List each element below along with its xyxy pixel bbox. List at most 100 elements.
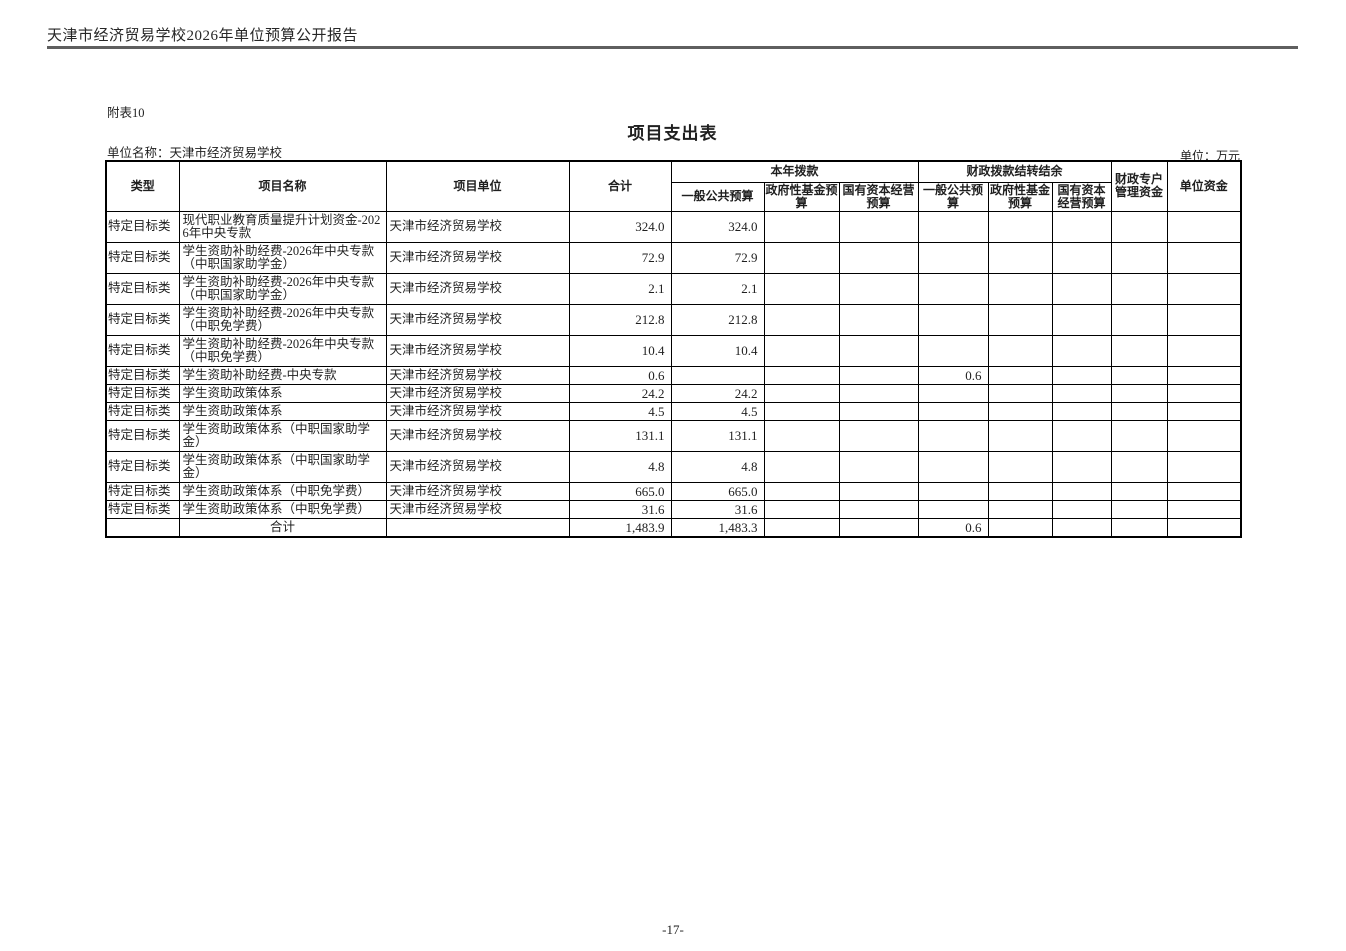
cell-total: 31.6 xyxy=(568,499,672,519)
cell-cy-statecap xyxy=(838,517,919,537)
cell-unit-funds xyxy=(1166,499,1242,519)
cell-co-govfund xyxy=(987,450,1053,483)
cell-unit: 天津市经济贸易学校 xyxy=(385,334,570,367)
cell-cy-statecap xyxy=(838,365,919,385)
cell-total: 4.5 xyxy=(568,401,672,421)
cell-name: 学生资助补助经费-2026年中央专款（中职免学费） xyxy=(178,334,387,367)
cell-cy-statecap xyxy=(838,334,919,367)
cell-name: 学生资助补助经费-中央专款 xyxy=(178,365,387,385)
col-header-unit-funds: 单位资金 xyxy=(1166,160,1242,212)
cell-type: 特定目标类 xyxy=(105,481,180,501)
cell-total: 1,483.9 xyxy=(568,517,672,537)
cell-unit-funds xyxy=(1166,517,1242,537)
cell-total: 665.0 xyxy=(568,481,672,501)
cell-unit: 天津市经济贸易学校 xyxy=(385,383,570,403)
cell-type: 特定目标类 xyxy=(105,303,180,336)
cell-co-statecap xyxy=(1051,401,1112,421)
col-header-cy-statecap-budget: 国有资本经营预算 xyxy=(838,181,919,212)
cell-cy-govfund xyxy=(763,210,840,243)
table-header-row-2: 一般公共预算 政府性基金预算 国有资本经营预算 一般公共预算 政府性基金预算 国… xyxy=(106,181,1241,212)
cell-total: 10.4 xyxy=(568,334,672,367)
cell-co-general: 0.6 xyxy=(917,365,989,385)
cell-co-general xyxy=(917,241,989,274)
cell-type: 特定目标类 xyxy=(105,450,180,483)
cell-unit-funds xyxy=(1166,365,1242,385)
cell-cy-statecap xyxy=(838,210,919,243)
cell-co-general xyxy=(917,210,989,243)
cell-co-statecap xyxy=(1051,499,1112,519)
cell-unit: 天津市经济贸易学校 xyxy=(385,481,570,501)
col-header-project-name: 项目名称 xyxy=(178,160,387,212)
cell-unit: 天津市经济贸易学校 xyxy=(385,499,570,519)
cell-special-account xyxy=(1110,365,1168,385)
cell-co-statecap xyxy=(1051,272,1112,305)
cell-name: 学生资助补助经费-2026年中央专款（中职国家助学金） xyxy=(178,241,387,274)
table-row: 特定目标类 学生资助补助经费-2026年中央专款（中职免学费） 天津市经济贸易学校 1… xyxy=(105,334,1242,367)
cell-cy-general: 2.1 xyxy=(670,272,765,305)
cell-co-govfund xyxy=(987,419,1053,452)
cell-cy-govfund xyxy=(763,481,840,501)
cell-unit-funds xyxy=(1166,481,1242,501)
cell-type: 特定目标类 xyxy=(105,241,180,274)
cell-cy-govfund xyxy=(763,241,840,274)
cell-cy-statecap xyxy=(838,450,919,483)
cell-unit-funds xyxy=(1166,383,1242,403)
table-row: 特定目标类 学生资助补助经费-中央专款 天津市经济贸易学校 0.6 0.6 xyxy=(105,365,1242,385)
col-header-project-unit: 项目单位 xyxy=(385,160,570,212)
cell-name: 合计 xyxy=(178,517,387,537)
cell-co-general xyxy=(917,334,989,367)
cell-unit: 天津市经济贸易学校 xyxy=(385,303,570,336)
col-header-co-general-budget: 一般公共预算 xyxy=(917,181,989,212)
project-expenditure-table: 类型 项目名称 项目单位 合计 本年拨款 财政拨款结转结余 财政专户管理资金 单… xyxy=(105,160,1243,538)
cell-unit: 天津市经济贸易学校 xyxy=(385,272,570,305)
cell-unit-funds xyxy=(1166,419,1242,452)
cell-unit: 天津市经济贸易学校 xyxy=(385,365,570,385)
cell-special-account xyxy=(1110,241,1168,274)
cell-cy-statecap xyxy=(838,401,919,421)
cell-total: 0.6 xyxy=(568,365,672,385)
cell-cy-govfund xyxy=(763,303,840,336)
cell-unit-funds xyxy=(1166,450,1242,483)
cell-cy-general: 212.8 xyxy=(670,303,765,336)
cell-co-govfund xyxy=(987,303,1053,336)
cell-cy-general: 72.9 xyxy=(670,241,765,274)
table-row: 特定目标类 学生资助政策体系（中职免学费） 天津市经济贸易学校 31.6 31.6 xyxy=(105,499,1242,519)
cell-co-general xyxy=(917,401,989,421)
cell-co-general xyxy=(917,450,989,483)
cell-cy-statecap xyxy=(838,419,919,452)
cell-cy-statecap xyxy=(838,499,919,519)
cell-type: 特定目标类 xyxy=(105,383,180,403)
cell-cy-statecap xyxy=(838,303,919,336)
cell-co-govfund xyxy=(987,401,1053,421)
currency-unit-label: 单位：万元 xyxy=(1179,149,1240,163)
cell-cy-govfund xyxy=(763,401,840,421)
cell-unit: 天津市经济贸易学校 xyxy=(385,241,570,274)
table-total-row: 合计 1,483.9 1,483.3 0.6 xyxy=(105,517,1242,537)
cell-type: 特定目标类 xyxy=(105,419,180,452)
table-row: 特定目标类 学生资助补助经费-2026年中央专款（中职国家助学金） 天津市经济贸易学… xyxy=(105,241,1242,274)
cell-co-govfund xyxy=(987,365,1053,385)
col-header-cy-govfund-budget: 政府性基金预算 xyxy=(763,181,840,212)
cell-cy-govfund xyxy=(763,517,840,537)
col-header-type: 类型 xyxy=(105,160,180,212)
table-row: 特定目标类 学生资助补助经费-2026年中央专款（中职免学费） 天津市经济贸易学校 2… xyxy=(105,303,1242,336)
cell-cy-govfund xyxy=(763,450,840,483)
cell-type: 特定目标类 xyxy=(105,401,180,421)
cell-co-govfund xyxy=(987,481,1053,501)
cell-co-statecap xyxy=(1051,241,1112,274)
table-row: 特定目标类 现代职业教育质量提升计划资金-2026年中央专款 天津市经济贸易学校 32… xyxy=(105,210,1242,243)
cell-co-statecap xyxy=(1051,481,1112,501)
unit-name-label: 单位名称：天津市经济贸易学校 xyxy=(107,146,283,160)
cell-cy-general: 324.0 xyxy=(670,210,765,243)
cell-cy-statecap xyxy=(838,272,919,305)
cell-co-general xyxy=(917,383,989,403)
cell-unit-funds xyxy=(1166,241,1242,274)
table-row: 特定目标类 学生资助政策体系 天津市经济贸易学校 24.2 24.2 xyxy=(105,383,1242,403)
cell-unit-funds xyxy=(1166,303,1242,336)
col-header-co-govfund-budget: 政府性基金预算 xyxy=(987,181,1053,212)
cell-co-general xyxy=(917,272,989,305)
cell-co-general xyxy=(917,419,989,452)
cell-cy-govfund xyxy=(763,419,840,452)
report-header-title: 天津市经济贸易学校2026年单位预算公开报告 xyxy=(47,28,359,44)
col-header-total: 合计 xyxy=(568,160,672,212)
